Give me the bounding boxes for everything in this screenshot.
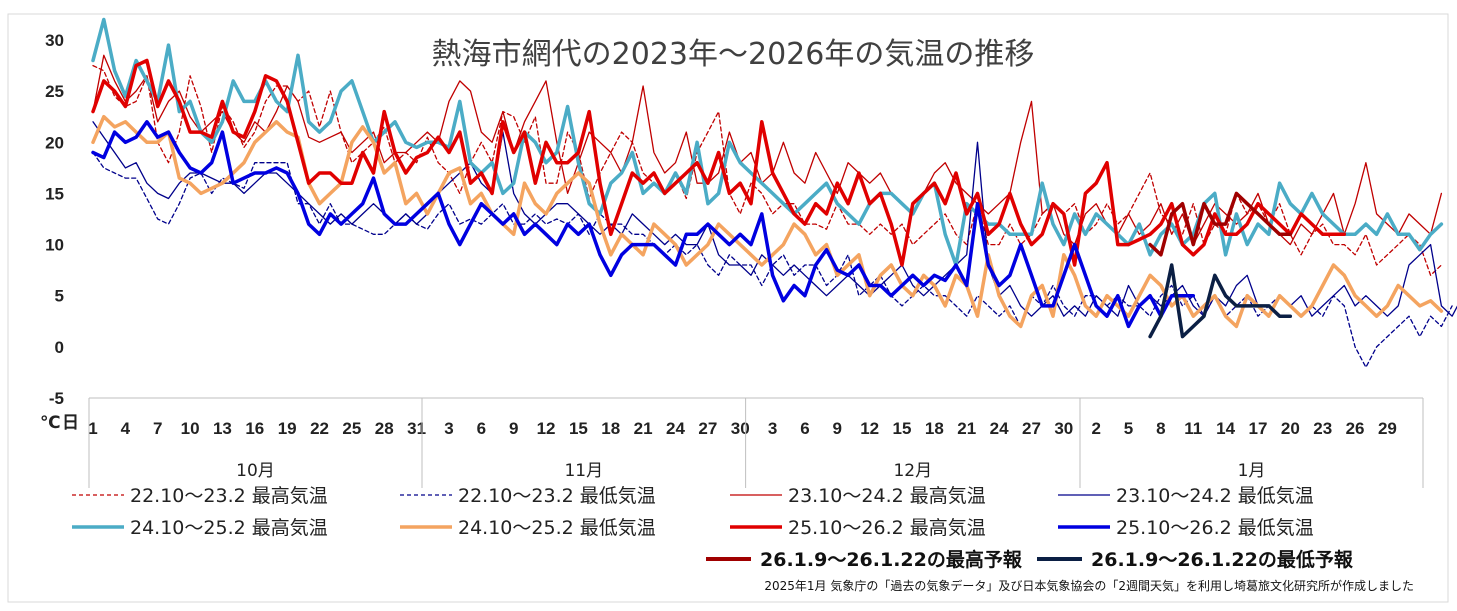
x-tick-label: 21 [957,419,976,438]
x-tick-label: 10 [181,419,200,438]
x-tick-label: 12 [860,419,879,438]
series-line-9 [1148,191,1293,257]
x-tick-label: 3 [444,419,453,438]
legend-label: 26.1.9～26.1.22の最低予報 [1091,548,1354,571]
y-tick-label: -5 [49,389,64,408]
y-tick-label: 20 [45,133,64,152]
x-tick-label: 7 [153,419,162,438]
y-tick-label: 30 [45,31,64,50]
x-tick-label: 24 [666,419,685,438]
y-tick-label: 5 [55,287,64,306]
x-tick-label: 3 [768,419,777,438]
x-tick-label: 18 [601,419,620,438]
x-tick-label: 9 [833,419,842,438]
x-tick-label: 11 [1184,419,1202,438]
x-tick-label: 17 [1249,419,1268,438]
series-line-4 [92,121,1457,317]
month-label: 12月 [893,461,932,481]
legend-label: 23.10～24.2 最高気温 [788,485,986,507]
y-tick-label: 15 [45,184,64,203]
x-tick-label: 23 [1313,419,1332,438]
x-tick-label: 26 [1346,419,1365,438]
x-tick-label: 24 [990,419,1009,438]
x-tick-label: 28 [375,419,394,438]
x-tick-label: 27 [1022,419,1041,438]
x-tick-label: 8 [1156,419,1165,438]
legend-label: 22.10～23.2 最低気温 [458,485,656,507]
x-tick-label: 15 [569,419,588,438]
legend-label: 24.10～25.2 最低気温 [458,517,656,539]
month-label: 10月 [236,461,275,481]
x-tick-label: 15 [893,419,912,438]
x-tick-label: 30 [731,419,750,438]
x-tick-label: 31 [407,419,426,438]
legend-label: 22.10～23.2 最高気温 [130,485,328,507]
x-tick-label: 16 [245,419,264,438]
legend: 22.10～23.2 最高気温 22.10～23.2 最低気温 23.10～24.2… [72,485,1354,571]
x-tick-label: 30 [1054,419,1073,438]
month-label: 1月 [1238,461,1266,481]
legend-label: 25.10～26.2 最低気温 [1116,517,1314,539]
x-tick-label: 1 [88,419,97,438]
legend-label: 25.10～26.2 最高気温 [788,517,986,539]
y-tick-label: 25 [45,82,64,101]
x-tick-label: 12 [537,419,556,438]
x-axis: 日 1 4 7 10 13 16 19 22 25 28 31 3 6 9 12 15 18 21 24 27 30 3 6 9… [62,397,1424,488]
x-tick-label: 27 [698,419,717,438]
series-line-5 [91,17,1444,267]
y-axis: 30 25 20 15 10 5 0 -5 ℃ [40,31,64,433]
y-tick-label: 0 [55,338,64,357]
x-tick-label: 21 [634,419,653,438]
x-tick-label: 4 [121,419,131,438]
series-line-7 [91,58,1347,267]
chart-footnote: 2025年1月 気象庁の「過去の気象データ」及び日本気象協会の「2週間天気」を利… [764,578,1414,593]
x-tick-label: 6 [800,419,809,438]
x-tick-label: 2 [1091,419,1100,438]
legend-label: 26.1.9～26.1.22の最高予報 [760,548,1023,571]
x-tick-label: 20 [1281,419,1300,438]
x-tick-label: 19 [278,419,297,438]
x-tick-label: 22 [310,419,329,438]
series-line-8 [91,120,1196,329]
legend-label: 23.10～24.2 最低気温 [1116,485,1314,507]
x-tick-label: 6 [477,419,486,438]
y-tick-label: 10 [45,236,64,255]
x-unit-label: 日 [62,413,79,433]
legend-label: 24.10～25.2 最高気温 [130,517,328,539]
series-line-6 [91,114,1444,329]
series-layer [91,17,1457,368]
x-tick-label: 18 [925,419,944,438]
x-tick-label: 25 [342,419,361,438]
chart-title: 熱海市網代の2023年～2026年の気温の推移 [432,37,1035,72]
x-tick-label: 9 [509,419,518,438]
x-tick-label: 5 [1124,419,1133,438]
series-line-10 [1148,263,1293,339]
x-tick-label: 13 [213,419,232,438]
y-unit-label: ℃ [40,413,61,433]
x-tick-label: 29 [1378,419,1397,438]
x-tick-label: 14 [1216,419,1235,438]
month-label: 11月 [564,461,603,481]
